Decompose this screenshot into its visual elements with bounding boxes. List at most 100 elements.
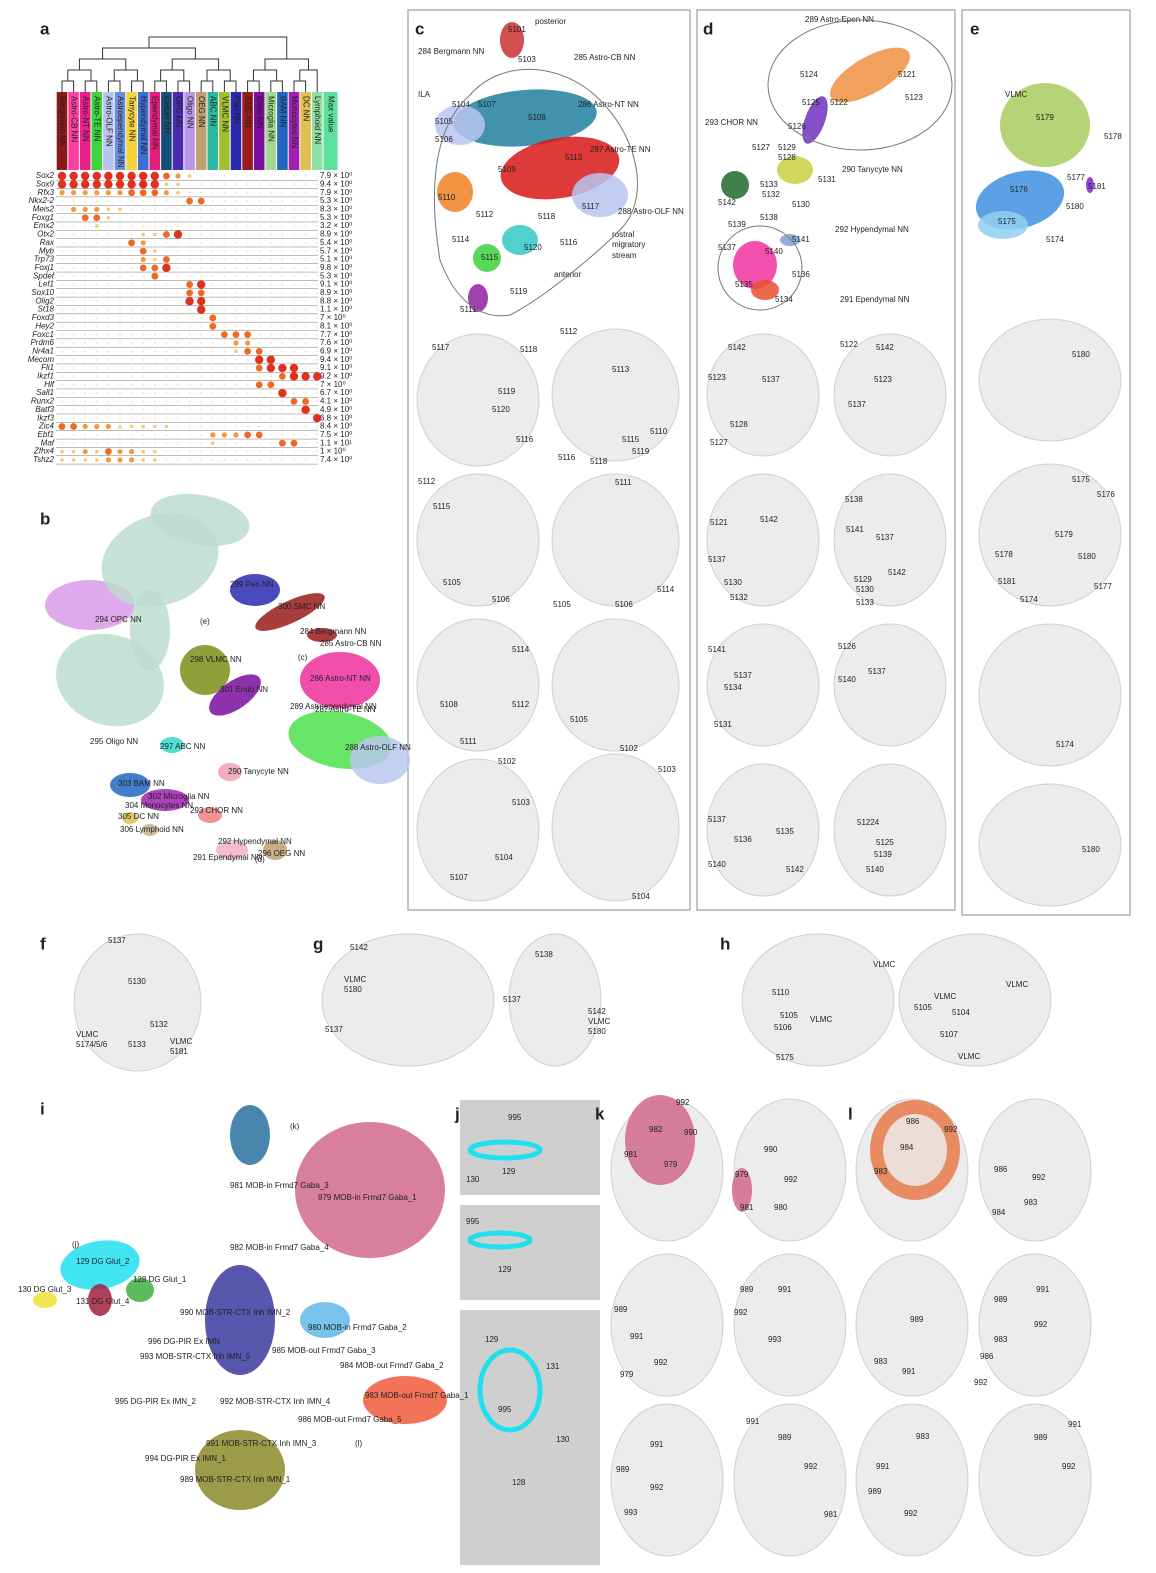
expression-dot	[221, 331, 228, 339]
cell-cloud	[733, 241, 777, 289]
expression-dot	[130, 383, 133, 386]
expression-dot	[235, 450, 237, 453]
expression-dot	[153, 433, 156, 436]
cluster-label: posterior	[535, 17, 566, 26]
expression-dot	[188, 308, 191, 311]
expression-dot	[130, 442, 133, 445]
expression-dot	[61, 308, 63, 311]
cluster-label: 5119	[632, 447, 650, 456]
expression-dot	[82, 448, 88, 455]
cluster-label: 5132	[150, 1020, 168, 1029]
expression-dot	[316, 316, 319, 319]
dendrogram-branch	[113, 69, 138, 81]
expression-dot	[72, 333, 75, 336]
expression-dot	[95, 300, 98, 303]
expression-dot	[188, 275, 191, 278]
expression-dot	[107, 325, 110, 328]
expression-dot	[255, 347, 263, 355]
expression-dot	[293, 175, 295, 177]
tissue-section	[416, 473, 540, 607]
cell-cloud	[195, 1430, 285, 1510]
cluster-label: 5175	[776, 1053, 794, 1062]
expression-dot	[223, 175, 226, 177]
gene-label: Foxg1	[32, 213, 54, 222]
expression-dot	[130, 417, 133, 420]
cluster-label: 986	[994, 1165, 1008, 1174]
cluster-label: 5115	[433, 502, 451, 511]
expression-dot	[200, 241, 203, 244]
expression-dot	[269, 283, 272, 286]
cluster-label: 5119	[510, 287, 528, 296]
cluster-label: 5130	[724, 578, 742, 587]
cell-cloud	[218, 763, 242, 781]
cluster-label: 128	[512, 1478, 526, 1487]
expression-dot	[316, 433, 319, 436]
expression-dot	[316, 216, 319, 219]
cluster-label: 5180	[1082, 845, 1100, 854]
expression-dot	[235, 417, 237, 420]
expression-dot	[177, 458, 179, 461]
cluster-label: 5133	[128, 1040, 146, 1049]
expression-dot	[117, 448, 123, 455]
tissue-section	[978, 623, 1122, 767]
expression-dot	[153, 358, 156, 361]
expression-dot	[223, 458, 226, 461]
expression-dot	[188, 342, 191, 344]
expression-dot	[255, 381, 263, 389]
cluster-label: 129 DG Glut_2	[76, 1257, 130, 1266]
expression-dot	[153, 216, 156, 219]
cluster-label: 5139	[728, 220, 746, 229]
expression-dot	[223, 250, 226, 253]
cluster-label: 5134	[724, 683, 742, 692]
column-header	[277, 92, 288, 170]
expression-dot	[211, 375, 214, 378]
expression-dot	[84, 408, 87, 411]
expression-dot	[129, 424, 134, 429]
expression-dot	[107, 258, 110, 261]
expression-dot	[211, 392, 214, 395]
expression-dot	[153, 400, 156, 403]
expression-dot	[177, 283, 179, 286]
panel-box	[961, 9, 1131, 916]
expression-dot	[304, 308, 307, 311]
expression-dot	[281, 325, 284, 328]
tissue-image	[460, 1205, 600, 1300]
expression-dot	[95, 283, 98, 286]
cluster-label: 5181	[1088, 182, 1106, 191]
cluster-label: 993	[624, 1508, 638, 1517]
expression-dot	[153, 283, 156, 286]
expression-dot	[200, 433, 203, 436]
cluster-label: 5141	[708, 645, 726, 654]
expression-dot	[200, 417, 203, 420]
expression-dot	[210, 432, 216, 438]
expression-dot	[246, 450, 249, 453]
expression-dot	[72, 342, 75, 344]
expression-dot	[142, 358, 145, 361]
expression-dot	[281, 266, 284, 269]
cluster-label: 5137	[868, 667, 886, 676]
max-value: 3.2 × 10⁰	[320, 221, 352, 230]
expression-dot	[255, 431, 263, 439]
cluster-label: 5104	[632, 892, 650, 901]
expression-dot	[165, 442, 168, 445]
tissue-section	[855, 1253, 969, 1397]
column-header	[219, 92, 230, 170]
cluster-label: 129	[502, 1167, 516, 1176]
cluster-label: 986	[980, 1352, 994, 1361]
cell-cloud	[300, 1302, 350, 1338]
cluster-label: 293 CHOR NN	[190, 806, 243, 815]
expression-dot	[153, 225, 156, 228]
max-value: 4.1 × 10⁰	[320, 397, 352, 406]
gene-label: Nkx2-2	[29, 196, 55, 205]
cluster-label: 995 DG-PIR Ex IMN_2	[115, 1397, 196, 1406]
expression-dot	[72, 442, 75, 445]
expression-dot	[281, 191, 284, 194]
column-header	[265, 92, 277, 170]
expression-dot	[177, 442, 179, 445]
expression-dot	[83, 458, 87, 462]
dendrogram-branch	[270, 80, 283, 92]
expression-dot	[61, 216, 63, 219]
dendrogram-branch	[84, 80, 98, 92]
expression-dot	[223, 300, 226, 303]
expression-dot	[129, 457, 135, 463]
